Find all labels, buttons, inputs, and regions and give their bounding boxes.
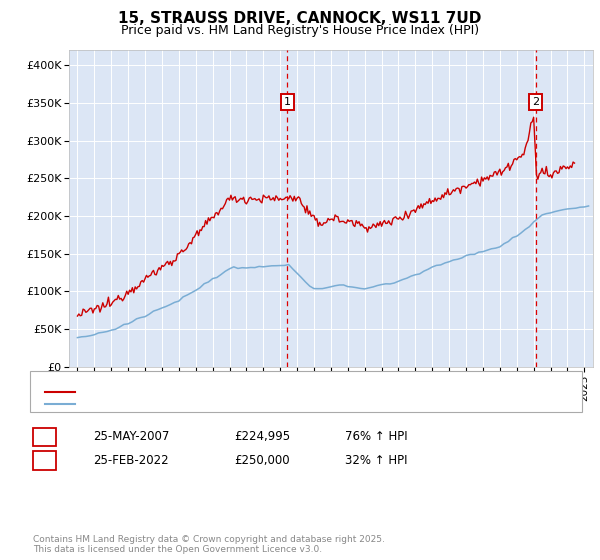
Text: 15, STRAUSS DRIVE, CANNOCK, WS11 7UD (semi-detached house): 15, STRAUSS DRIVE, CANNOCK, WS11 7UD (se…: [81, 387, 428, 397]
Text: 1: 1: [284, 97, 291, 106]
Text: 32% ↑ HPI: 32% ↑ HPI: [345, 454, 407, 467]
Text: Contains HM Land Registry data © Crown copyright and database right 2025.
This d: Contains HM Land Registry data © Crown c…: [33, 535, 385, 554]
Text: £224,995: £224,995: [234, 430, 290, 444]
Text: 1: 1: [41, 432, 48, 442]
Text: 76% ↑ HPI: 76% ↑ HPI: [345, 430, 407, 444]
Text: 2: 2: [532, 97, 539, 106]
Text: 15, STRAUSS DRIVE, CANNOCK, WS11 7UD: 15, STRAUSS DRIVE, CANNOCK, WS11 7UD: [118, 11, 482, 26]
Text: 2: 2: [41, 455, 48, 465]
Text: HPI: Average price, semi-detached house, Cannock Chase: HPI: Average price, semi-detached house,…: [81, 399, 383, 409]
Text: 25-MAY-2007: 25-MAY-2007: [93, 430, 169, 444]
Text: Price paid vs. HM Land Registry's House Price Index (HPI): Price paid vs. HM Land Registry's House …: [121, 24, 479, 36]
Text: £250,000: £250,000: [234, 454, 290, 467]
Text: 25-FEB-2022: 25-FEB-2022: [93, 454, 169, 467]
